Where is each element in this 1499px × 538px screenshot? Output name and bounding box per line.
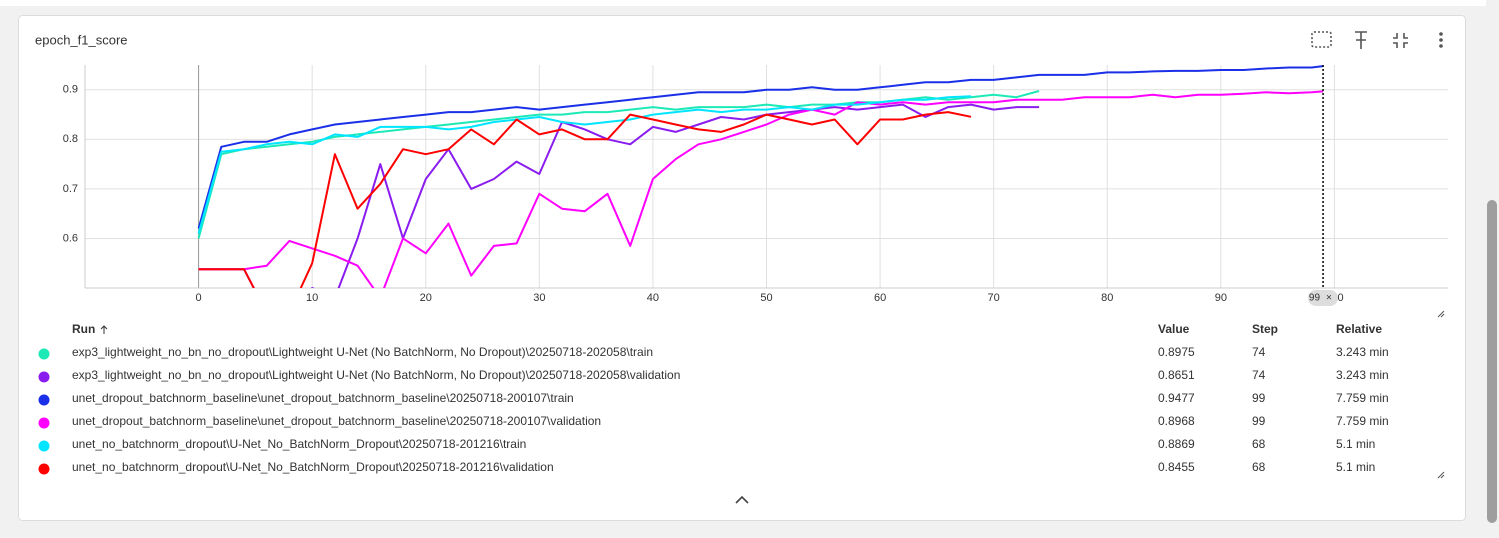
run-name: unet_dropout_batchnorm_baseline\unet_dro… xyxy=(72,414,601,428)
run-step: 74 xyxy=(1252,368,1266,382)
scrollbar-thumb[interactable] xyxy=(1487,200,1497,523)
card-title: epoch_f1_score xyxy=(35,32,128,47)
more-icon[interactable] xyxy=(1439,32,1443,48)
y-tick-label: 0.8 xyxy=(63,133,78,145)
series-line xyxy=(198,103,1040,288)
run-color xyxy=(38,440,50,452)
cursor-close[interactable]: × xyxy=(1326,293,1332,304)
series-line xyxy=(198,111,972,288)
card xyxy=(18,15,1466,521)
run-name: exp3_lightweight_no_bn_no_dropout\Lightw… xyxy=(72,368,680,382)
x-tick-label: 80 xyxy=(1101,292,1113,304)
pin-icon[interactable] xyxy=(1355,31,1367,49)
run-color xyxy=(38,417,50,429)
x-tick-label: 20 xyxy=(420,292,432,304)
run-name: unet_no_batchnorm_dropout\U-Net_No_Batch… xyxy=(72,460,554,474)
dot[interactable] xyxy=(1439,44,1443,48)
sort-arrow xyxy=(100,325,108,334)
run-name: exp3_lightweight_no_bn_no_dropout\Lightw… xyxy=(72,345,653,359)
run-value: 0.8968 xyxy=(1158,414,1195,428)
series-line xyxy=(197,95,972,234)
table-header: Step xyxy=(1252,322,1278,336)
collapse-icon[interactable] xyxy=(1393,33,1408,48)
table-header: Relative xyxy=(1336,322,1382,336)
toolbar[interactable] xyxy=(1311,31,1408,49)
y-tick-label: 0.9 xyxy=(63,84,78,96)
run-color xyxy=(38,394,50,406)
run-relative: 5.1 min xyxy=(1336,437,1375,451)
run-relative: 5.1 min xyxy=(1336,460,1375,474)
axes: 0.60.70.80.9010203040506070809010099× xyxy=(63,65,1344,306)
grid xyxy=(84,65,1448,289)
resize-handle[interactable] xyxy=(1437,471,1445,479)
x-tick-label: 60 xyxy=(874,292,886,304)
cursor-badge xyxy=(1308,290,1339,306)
resize-handle[interactable] xyxy=(1437,310,1445,318)
run-step: 68 xyxy=(1252,437,1266,451)
run-value: 0.8651 xyxy=(1158,368,1195,382)
run-color xyxy=(38,371,50,383)
run-name: unet_no_batchnorm_dropout\U-Net_No_Batch… xyxy=(72,437,526,451)
cursor-label: 99 xyxy=(1309,293,1321,304)
x-tick-label: 10 xyxy=(306,292,318,304)
run-value: 0.8455 xyxy=(1158,460,1195,474)
table-header: Value xyxy=(1158,322,1190,336)
y-tick-label: 0.7 xyxy=(63,183,78,195)
run-value: 0.8869 xyxy=(1158,437,1195,451)
run-step: 68 xyxy=(1252,460,1266,474)
run-relative: 7.759 min xyxy=(1336,391,1389,405)
run-relative: 3.243 min xyxy=(1336,368,1389,382)
plot xyxy=(197,65,1324,288)
runs-table: Run Value Step Relative exp3_lightweight_no_… xyxy=(38,322,1389,475)
run-relative: 7.759 min xyxy=(1336,414,1389,428)
x-tick-label: 0 xyxy=(196,292,202,304)
run-color xyxy=(38,348,50,360)
table-header: Run xyxy=(72,322,95,336)
expand-toggle[interactable] xyxy=(735,495,749,504)
x-tick-label: 50 xyxy=(760,292,772,304)
run-name: unet_dropout_batchnorm_baseline\unet_dro… xyxy=(72,391,574,405)
run-step: 74 xyxy=(1252,345,1266,359)
prev-card-edge xyxy=(0,0,1499,6)
run-value: 0.8975 xyxy=(1158,345,1195,359)
run-relative: 3.243 min xyxy=(1336,345,1389,359)
series-line xyxy=(198,90,1324,288)
x-tick-label: 40 xyxy=(647,292,659,304)
run-color xyxy=(38,463,50,475)
dot[interactable] xyxy=(1439,32,1443,36)
x-tick-label: 70 xyxy=(988,292,1000,304)
run-value: 0.9477 xyxy=(1158,391,1195,405)
run-step: 99 xyxy=(1252,391,1266,405)
x-tick-label: 30 xyxy=(533,292,545,304)
y-tick-label: 0.6 xyxy=(63,232,78,244)
x-tick-label: 90 xyxy=(1215,292,1227,304)
dot[interactable] xyxy=(1439,38,1443,42)
series-line xyxy=(197,65,1324,229)
run-step: 99 xyxy=(1252,414,1266,428)
